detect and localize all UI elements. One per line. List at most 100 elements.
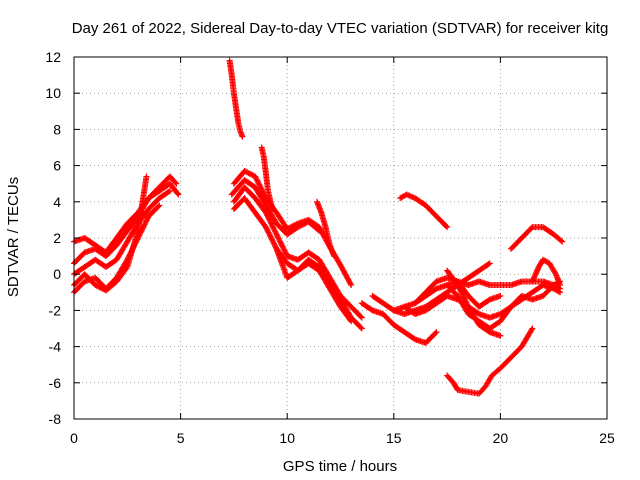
data-point-marker (314, 226, 321, 233)
data-point-marker (529, 325, 536, 332)
data-point-marker (286, 224, 293, 231)
data-point-marker (270, 240, 277, 247)
data-point-marker (459, 291, 466, 298)
series-track-2 (71, 180, 182, 267)
data-point-marker (485, 261, 492, 268)
data-point-marker (266, 217, 273, 224)
y-tick-label: -2 (49, 302, 62, 318)
data-point-marker (458, 290, 465, 297)
data-point-marker (461, 295, 468, 302)
data-point-marker (460, 292, 467, 299)
data-point-marker (270, 225, 277, 232)
data-point-marker (358, 314, 365, 321)
data-point-marker (141, 221, 148, 228)
data-point-marker (249, 172, 256, 179)
data-point-marker (173, 180, 180, 187)
y-tick-label: -8 (49, 411, 62, 427)
data-point-marker (123, 265, 130, 272)
data-point-marker (272, 230, 279, 237)
x-tick-label: 25 (599, 430, 615, 446)
data-point-marker (460, 294, 467, 301)
data-point-marker (255, 180, 262, 187)
data-point-marker (97, 284, 104, 291)
data-point-marker (268, 235, 275, 241)
data-point-marker (166, 187, 173, 194)
data-point-marker (555, 288, 562, 295)
series-track-11 (258, 144, 276, 213)
data-point-marker (266, 216, 273, 223)
data-point-marker (262, 209, 269, 216)
data-point-marker (297, 222, 304, 229)
data-point-marker (262, 224, 269, 231)
data-point-marker (140, 224, 147, 231)
data-point-marker (272, 243, 279, 250)
axis-ticks (73, 56, 608, 420)
data-point-marker (268, 220, 275, 227)
series-track-24 (397, 191, 451, 231)
series-track-23 (529, 256, 564, 289)
data-point-marker (266, 232, 273, 239)
data-point-marker (559, 238, 566, 245)
data-point-marker (280, 244, 287, 251)
data-point-marker (348, 282, 355, 289)
data-point-marker (497, 332, 504, 339)
data-point-marker (300, 221, 307, 228)
data-point-marker (256, 181, 263, 188)
data-point-marker (263, 225, 270, 232)
data-point-marker (268, 236, 275, 243)
data-point-marker (165, 188, 172, 195)
data-point-marker (259, 188, 266, 195)
data-point-marker (254, 177, 261, 184)
data-point-marker (254, 178, 261, 185)
data-point-marker (264, 226, 271, 233)
data-point-marker (267, 219, 274, 226)
data-point-marker (241, 168, 248, 175)
data-point-marker (281, 247, 288, 254)
series-track-21 (444, 325, 536, 397)
data-point-marker (464, 301, 471, 308)
data-point-marker (278, 240, 285, 247)
data-point-marker (456, 284, 463, 291)
data-point-marker (264, 212, 271, 219)
series-track-14 (358, 300, 440, 346)
data-point-marker (263, 211, 270, 218)
data-point-marker (462, 296, 469, 303)
y-tick-labels: -8 -6 -4 -2 0 2 4 6 8 10 12 (45, 49, 61, 427)
data-point-marker (143, 217, 150, 224)
data-point-marker (155, 203, 162, 210)
data-point-marker (276, 238, 283, 245)
chart-title: Day 261 of 2022, Sidereal Day-to-day VTE… (72, 20, 609, 37)
y-axis-label: SDTVAR / TECUs (5, 177, 22, 297)
data-point-marker (271, 227, 278, 234)
x-tick-label: 20 (493, 430, 509, 446)
x-tick-label: 10 (279, 430, 295, 446)
x-tick-label: 15 (386, 430, 402, 446)
data-point-marker (497, 292, 504, 299)
data-point-marker (277, 239, 284, 246)
data-point-marker (156, 202, 163, 209)
data-point-marker (282, 250, 289, 257)
plot-frame (73, 56, 608, 420)
data-point-marker (270, 239, 277, 246)
data-point-marker (458, 288, 465, 295)
data-point-marker (284, 225, 291, 232)
data-point-marker (316, 227, 323, 234)
y-tick-label: -4 (49, 339, 62, 355)
series-track-6 (226, 57, 246, 140)
data-point-marker (282, 249, 289, 256)
data-point-marker (443, 223, 450, 230)
data-point-marker (264, 228, 271, 235)
data-point-marker (256, 182, 263, 189)
data-point-marker (98, 285, 105, 292)
x-tick-labels: 0 5 10 15 20 25 (70, 430, 615, 446)
data-point-marker (456, 286, 463, 293)
data-point-marker (245, 170, 252, 177)
data-point-marker (272, 228, 279, 235)
series-track-22 (508, 224, 566, 252)
data-point-marker (274, 232, 281, 239)
y-tick-label: 2 (53, 230, 61, 246)
series-track-18 (412, 274, 504, 310)
series-track-17 (401, 282, 564, 321)
y-tick-label: 0 (53, 266, 61, 282)
x-tick-label: 5 (177, 430, 185, 446)
